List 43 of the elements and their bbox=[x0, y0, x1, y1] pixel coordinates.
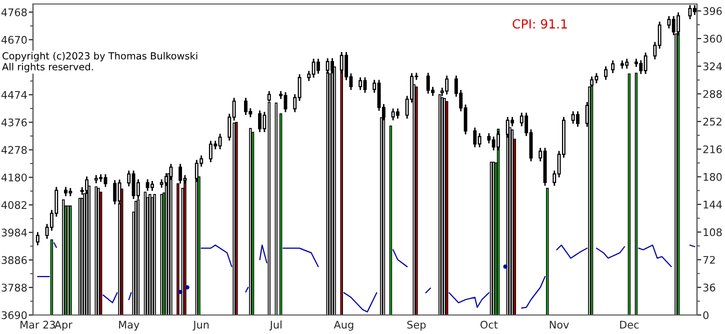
y2-tick-label: 252 bbox=[703, 118, 722, 126]
candlestick bbox=[358, 76, 362, 91]
y-tick-label: 3690 bbox=[2, 311, 27, 320]
y-tick-label: 4376 bbox=[1, 118, 27, 126]
y2-tick-label: 288 bbox=[703, 90, 722, 98]
x-tick-label: Dec bbox=[620, 320, 639, 329]
y2-tick-label: 396 bbox=[703, 7, 722, 16]
y2-tick-label: 360 bbox=[703, 34, 722, 43]
y2-tick-label: 72 bbox=[703, 256, 715, 264]
candlestick bbox=[604, 66, 608, 81]
y-tick-label: 4278 bbox=[1, 146, 27, 154]
x-tick-label: Sep bbox=[407, 320, 426, 331]
x-tick-label: Mar 23 bbox=[20, 320, 55, 329]
y2-tick-label: 216 bbox=[703, 145, 722, 154]
x-tick-label: May bbox=[119, 320, 140, 331]
y-tick-label: 4768 bbox=[1, 8, 27, 16]
y-tick-label: 4670 bbox=[1, 36, 27, 44]
y-tick-label: 3886 bbox=[2, 256, 27, 264]
candlestick bbox=[611, 60, 615, 74]
annotation: Copyright (c)2023 by Thomas Bulkowski All rights reserved. bbox=[2, 52, 198, 72]
y2-tick-label: 180 bbox=[704, 173, 722, 181]
y-tick-label: 4180 bbox=[1, 174, 27, 182]
y2-tick-label: 36 bbox=[703, 284, 716, 292]
x-tick-label: Jun bbox=[192, 320, 209, 331]
x-tick-label: Oct bbox=[480, 320, 498, 329]
y-tick-label: 4474 bbox=[1, 91, 27, 99]
candlestick bbox=[178, 163, 182, 184]
y-tick-label: 3788 bbox=[2, 284, 27, 292]
y2-tick-label: 144 bbox=[704, 200, 722, 208]
candlestick bbox=[113, 179, 117, 206]
y-tick-label: 3984 bbox=[2, 228, 27, 237]
x-tick-label: Jul bbox=[269, 320, 282, 331]
y2-tick-label: 324 bbox=[703, 62, 722, 70]
annotation: CPI: 91.1 bbox=[512, 19, 567, 29]
candlestick bbox=[692, 4, 696, 16]
y-tick-label: 4082 bbox=[1, 201, 26, 209]
x-tick-label: Aug bbox=[334, 320, 354, 331]
candlestick bbox=[258, 110, 262, 133]
y2-tick-label: 108 bbox=[704, 228, 722, 236]
x-tick-label: Nov bbox=[550, 320, 569, 329]
y2-tick-label: 0 bbox=[703, 311, 708, 320]
x-tick-label: Apr bbox=[54, 320, 72, 331]
candlestick bbox=[36, 231, 40, 246]
